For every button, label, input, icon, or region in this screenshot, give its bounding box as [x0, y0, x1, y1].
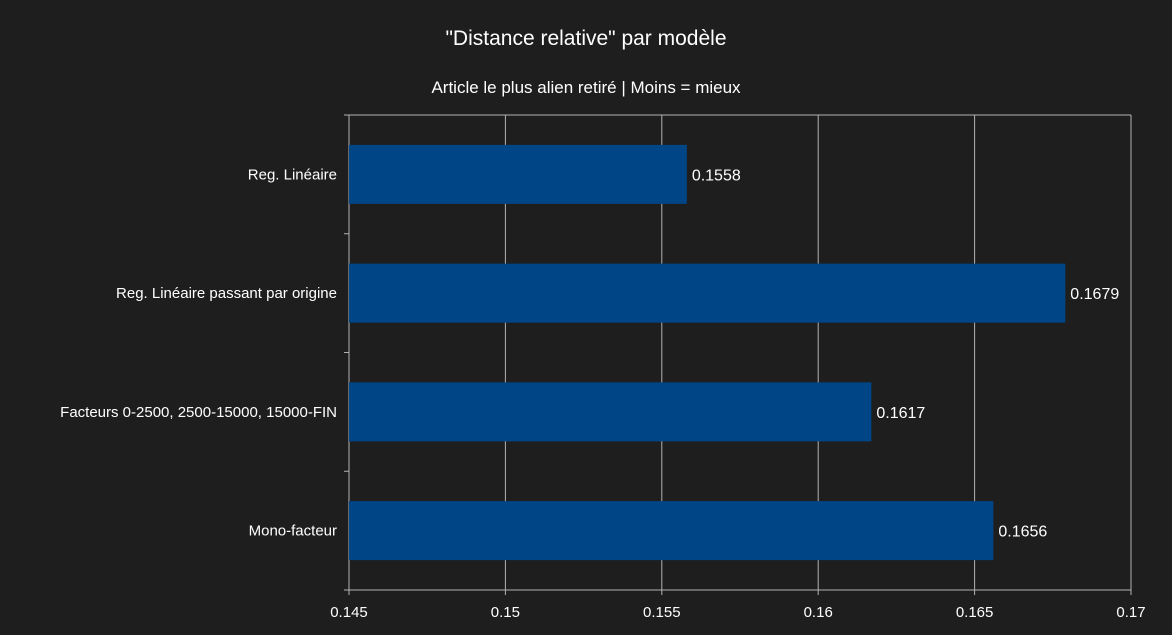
x-tick-label: 0.16	[804, 604, 833, 621]
x-tick-label: 0.145	[330, 604, 368, 621]
data-label: 0.1617	[876, 405, 925, 422]
x-tick-label: 0.155	[643, 604, 681, 621]
data-label: 0.1558	[692, 167, 741, 184]
data-label: 0.1656	[998, 524, 1047, 541]
chart-subtitle: Article le plus alien retiré | Moins = m…	[431, 78, 741, 97]
category-label: Facteurs 0-2500, 2500-15000, 15000-FIN	[60, 404, 337, 421]
data-label: 0.1679	[1070, 286, 1119, 303]
category-label: Reg. Linéaire passant par origine	[116, 285, 337, 302]
plot-area: 0.145 0.15 0.155 0.16 0.165 0.17 Reg. Linéaire…	[60, 114, 1146, 621]
x-tick-label: 0.15	[491, 604, 520, 621]
x-tick-label: 0.165	[956, 604, 994, 621]
category-label: Reg. Linéaire	[248, 166, 337, 183]
bar	[349, 144, 687, 204]
bar	[349, 501, 994, 561]
x-tick-label: 0.17	[1116, 604, 1145, 621]
category-label: Mono-facteur	[249, 523, 337, 540]
chart-title: "Distance relative" par modèle	[445, 27, 726, 50]
bar	[349, 382, 872, 442]
bar	[349, 263, 1066, 323]
